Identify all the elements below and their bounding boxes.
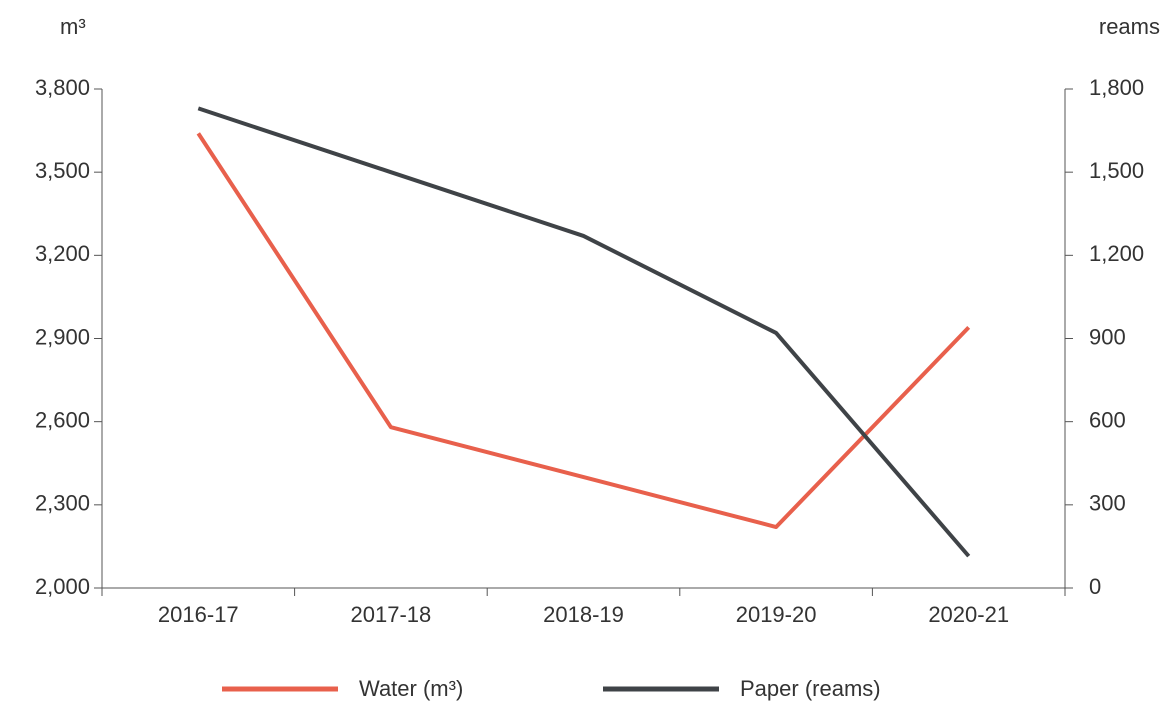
- y2-tick-label: 1,200: [1089, 241, 1144, 266]
- y-tick-label: 3,800: [35, 75, 90, 100]
- y-axis-label: m³: [60, 14, 86, 39]
- line-series: [197, 106, 971, 558]
- y2-axis-label: reams: [1099, 14, 1160, 39]
- y-tick-label: 2,600: [35, 407, 90, 432]
- line-series: [196, 132, 971, 530]
- y2-tick-label: 1,500: [1089, 158, 1144, 183]
- y2-tick-label: 600: [1089, 407, 1126, 432]
- x-tick-label: 2017-18: [351, 602, 432, 627]
- y2-tick-label: 300: [1089, 491, 1126, 516]
- y2-tick-label: 900: [1089, 324, 1126, 349]
- y-tick-label: 2,900: [35, 324, 90, 349]
- legend-label: Water (m³): [359, 676, 463, 701]
- y-tick-label: 2,300: [35, 491, 90, 516]
- x-tick-label: 2019-20: [736, 602, 817, 627]
- y-tick-label: 3,200: [35, 241, 90, 266]
- y-tick-label: 2,000: [35, 574, 90, 599]
- legend-label: Paper (reams): [740, 676, 881, 701]
- y2-tick-label: 0: [1089, 574, 1101, 599]
- x-tick-label: 2016-17: [158, 602, 239, 627]
- x-tick-label: 2018-19: [543, 602, 624, 627]
- y-tick-label: 3,500: [35, 158, 90, 183]
- x-tick-label: 2020-21: [928, 602, 1009, 627]
- y2-tick-label: 1,800: [1089, 75, 1144, 100]
